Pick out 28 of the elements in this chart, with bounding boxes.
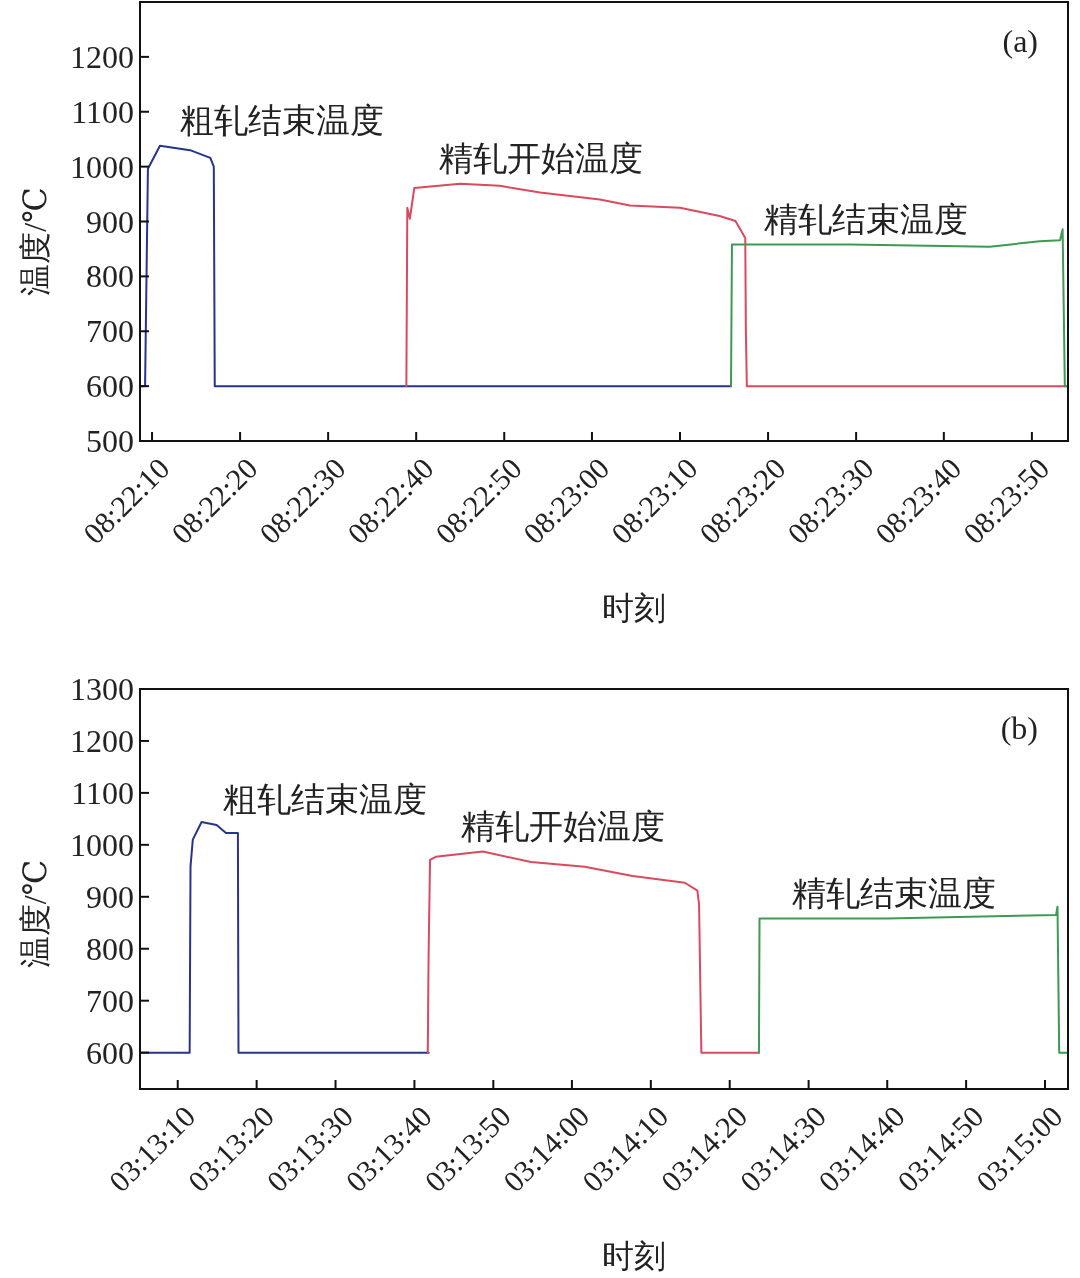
y-tick-label: 500 bbox=[86, 423, 134, 459]
series-label: 精轧开始温度 bbox=[460, 807, 665, 845]
y-tick-label: 1100 bbox=[71, 93, 134, 130]
series-label: 粗轧结束温度 bbox=[179, 101, 384, 139]
y-tick-label: 1300 bbox=[70, 671, 134, 707]
series-label: 精轧结束温度 bbox=[791, 874, 996, 912]
series-label: 精轧开始温度 bbox=[439, 139, 644, 177]
y-tick-label: 800 bbox=[86, 258, 134, 295]
y-tick-label: 700 bbox=[86, 982, 134, 1019]
y-tick-label: 1200 bbox=[70, 38, 134, 75]
y-tick-label: 800 bbox=[86, 930, 134, 967]
y-tick-label: 1100 bbox=[71, 774, 134, 811]
y-axis-title: 温度/℃ bbox=[17, 187, 53, 296]
x-axis-title: 时刻 bbox=[602, 1238, 666, 1274]
annotation: (b) bbox=[1000, 710, 1038, 746]
y-tick-label: 700 bbox=[86, 313, 134, 350]
series-label: 精轧结束温度 bbox=[763, 200, 968, 238]
y-tick-label: 900 bbox=[86, 878, 134, 915]
y-tick-label: 1000 bbox=[70, 148, 134, 185]
y-tick-label: 1000 bbox=[70, 826, 134, 863]
y-tick-label: 600 bbox=[86, 368, 134, 405]
y-tick-label: 900 bbox=[86, 203, 134, 240]
series-label: 粗轧结束温度 bbox=[222, 781, 427, 819]
y-tick-label: 1200 bbox=[70, 722, 134, 759]
x-axis-title: 时刻 bbox=[602, 590, 666, 626]
y-tick-label: 600 bbox=[86, 1034, 134, 1071]
annotation: (a) bbox=[1002, 23, 1038, 59]
y-axis-title: 温度/℃ bbox=[17, 859, 53, 969]
